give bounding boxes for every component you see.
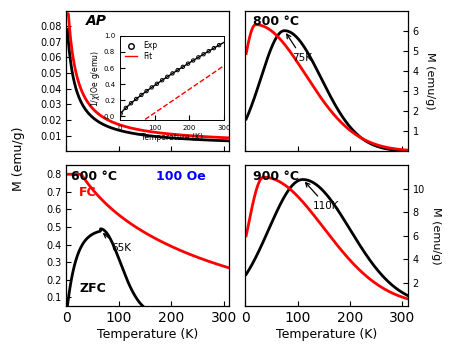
Text: 110K: 110K — [306, 183, 340, 211]
Text: FC: FC — [79, 187, 97, 200]
X-axis label: Temperature (K): Temperature (K) — [276, 328, 377, 341]
Text: AP: AP — [86, 14, 107, 28]
Y-axis label: M (emu/g): M (emu/g) — [426, 52, 436, 110]
Text: M (emu/g): M (emu/g) — [12, 126, 26, 191]
Text: 800 °C: 800 °C — [253, 15, 299, 28]
Text: 65K: 65K — [104, 234, 131, 252]
Text: 100 Oe: 100 Oe — [156, 170, 206, 183]
X-axis label: Temperature (K): Temperature (K) — [97, 328, 198, 341]
Text: 900 °C: 900 °C — [253, 170, 299, 183]
Text: 75K: 75K — [287, 34, 312, 63]
Y-axis label: M (emu/g): M (emu/g) — [431, 207, 441, 265]
Text: ZFC: ZFC — [79, 282, 106, 295]
Text: 600 °C: 600 °C — [71, 170, 117, 183]
